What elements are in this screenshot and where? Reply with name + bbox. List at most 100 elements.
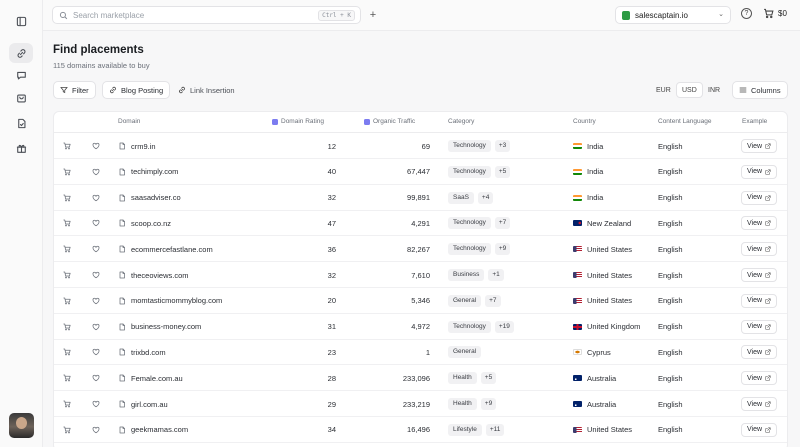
currency-inr[interactable]: INR (708, 86, 721, 94)
category-more-badge[interactable]: +9 (480, 398, 497, 410)
favorite-heart-icon[interactable] (92, 159, 100, 185)
view-example-button[interactable]: View (741, 422, 778, 437)
domain-cell[interactable]: momtasticmommyblog.com (118, 288, 222, 314)
filter-button[interactable]: Filter (53, 81, 96, 99)
add-to-cart-icon[interactable] (63, 236, 71, 262)
domain-rating: 36 (327, 244, 336, 254)
domain-cell[interactable]: saasadviser.co (118, 185, 181, 211)
add-to-cart-icon[interactable] (63, 365, 71, 391)
category-more-badge[interactable]: +19 (494, 320, 514, 333)
domain-cell[interactable]: crm9.in (118, 133, 156, 159)
nav-link-icon[interactable] (9, 43, 33, 63)
domain-cell[interactable]: trixbd.com (118, 339, 166, 365)
category-more-badge[interactable]: +5 (494, 165, 511, 178)
link-insertion-button[interactable]: Link Insertion (172, 81, 241, 99)
favorite-heart-icon[interactable] (92, 236, 100, 262)
header-domain[interactable]: Domain (118, 118, 141, 125)
category-more-badge[interactable]: +7 (485, 294, 501, 307)
domain-cell[interactable]: girl.com.au (118, 391, 168, 417)
add-to-cart-icon[interactable] (63, 417, 71, 443)
currency-usd[interactable]: USD (676, 82, 703, 98)
domain-cell[interactable]: techimply.com (118, 159, 178, 185)
add-to-cart-icon[interactable] (63, 391, 71, 417)
category-more-badge[interactable]: +4 (477, 191, 494, 204)
cart-button[interactable]: $0 (763, 8, 787, 19)
view-example-button[interactable]: View (741, 216, 778, 231)
add-to-cart-icon[interactable] (63, 314, 71, 340)
add-to-cart-icon[interactable] (63, 133, 71, 159)
view-example-button[interactable]: View (741, 164, 778, 179)
favorite-heart-icon[interactable] (92, 314, 100, 340)
columns-button[interactable]: Columns (732, 81, 788, 99)
view-example-button[interactable]: View (741, 242, 778, 257)
link-insertion-label: Link Insertion (190, 85, 235, 95)
domain-cell[interactable]: theceoviews.com (118, 262, 189, 288)
header-organic-traffic[interactable]: Organic Traffic (364, 118, 415, 125)
view-example-button[interactable]: View (741, 345, 778, 360)
add-to-cart-icon[interactable] (63, 210, 71, 236)
table-row[interactable]: girl.com.au 29 233,219 Health +9 Australia Eng… (54, 391, 787, 417)
add-to-cart-icon[interactable] (63, 339, 71, 365)
favorite-heart-icon[interactable] (92, 391, 100, 417)
help-icon[interactable]: ? (741, 8, 752, 19)
table-row[interactable]: techimply.com 40 67,447 Technology +5 India En… (54, 159, 787, 185)
header-category[interactable]: Category (448, 118, 475, 125)
view-example-button[interactable]: View (741, 190, 778, 205)
table-row[interactable]: geekmamas.com 34 16,496 Lifestyle +11 United … (54, 417, 787, 443)
add-to-cart-icon[interactable] (63, 262, 71, 288)
table-row[interactable]: theceoviews.com 32 7,610 Business +1 United S… (54, 262, 787, 288)
favorite-heart-icon[interactable] (92, 185, 100, 211)
category-more-badge[interactable]: +1 (488, 269, 504, 281)
favorite-heart-icon[interactable] (92, 417, 100, 443)
domain-cell[interactable]: scoop.co.nz (118, 210, 171, 236)
add-button[interactable]: + (369, 9, 377, 21)
table-row[interactable]: business-money.com 31 4,972 Technology +19 Un… (54, 314, 787, 340)
favorite-heart-icon[interactable] (92, 365, 100, 391)
category-more-badge[interactable]: +9 (494, 243, 511, 256)
category-more-badge[interactable]: +11 (485, 423, 505, 436)
table-row[interactable]: crm9.in 12 69 Technology +3 India English View (54, 133, 787, 159)
category-more-badge[interactable]: +7 (494, 217, 511, 230)
view-example-button[interactable]: View (741, 139, 778, 153)
search-input[interactable] (73, 10, 273, 20)
table-row[interactable]: Female.com.au 28 233,096 Health +5 Australia E… (54, 365, 787, 392)
table-row[interactable]: trixbd.com 23 1 General Cyprus English View (54, 339, 787, 366)
blog-posting-button[interactable]: Blog Posting (102, 81, 171, 99)
view-example-button[interactable]: View (741, 268, 778, 282)
add-to-cart-icon[interactable] (63, 159, 71, 185)
search-box[interactable]: Ctrl + K (52, 6, 361, 24)
domain-cell[interactable]: geekmamas.com (118, 417, 188, 443)
category-more-badge[interactable]: +5 (480, 372, 497, 385)
favorite-heart-icon[interactable] (92, 262, 100, 288)
view-example-button[interactable]: View (741, 293, 778, 308)
user-avatar[interactable] (9, 413, 34, 438)
favorite-heart-icon[interactable] (92, 339, 100, 365)
table-row[interactable]: saasadviser.co 32 99,891 SaaS +4 India English… (54, 185, 787, 211)
add-to-cart-icon[interactable] (63, 288, 71, 314)
favorite-heart-icon[interactable] (92, 288, 100, 314)
currency-eur[interactable]: EUR (656, 86, 671, 94)
view-example-button[interactable]: View (741, 371, 778, 386)
domain-cell[interactable]: business-money.com (118, 314, 201, 340)
favorite-heart-icon[interactable] (92, 133, 100, 159)
domain-cell[interactable]: ecommercefastlane.com (118, 236, 213, 262)
nav-documents-icon[interactable] (9, 113, 33, 133)
table-row[interactable]: scoop.co.nz 47 4,291 Technology +7 New Zealan… (54, 210, 787, 237)
nav-gift-icon[interactable] (9, 138, 33, 158)
domain-cell[interactable]: Female.com.au (118, 365, 183, 391)
view-example-button[interactable]: View (741, 397, 778, 411)
add-to-cart-icon[interactable] (63, 185, 71, 211)
table-row[interactable]: ecommercefastlane.com 36 82,267 Technology +… (54, 236, 787, 263)
header-domain-rating[interactable]: Domain Rating (272, 118, 324, 125)
sidebar-toggle-icon[interactable] (9, 11, 33, 31)
header-country[interactable]: Country (573, 118, 596, 125)
header-content-language[interactable]: Content Language (658, 118, 712, 125)
nav-messages-icon[interactable] (9, 65, 33, 85)
nav-orders-icon[interactable] (9, 88, 33, 108)
header-example[interactable]: Example (742, 118, 768, 125)
favorite-heart-icon[interactable] (92, 210, 100, 236)
workspace-selector[interactable]: salescaptain.io ⌄ (615, 6, 731, 24)
table-row[interactable]: momtasticmommyblog.com 20 5,346 General +7 Un… (54, 288, 787, 314)
category-more-badge[interactable]: +3 (494, 140, 511, 152)
view-example-button[interactable]: View (741, 319, 778, 334)
